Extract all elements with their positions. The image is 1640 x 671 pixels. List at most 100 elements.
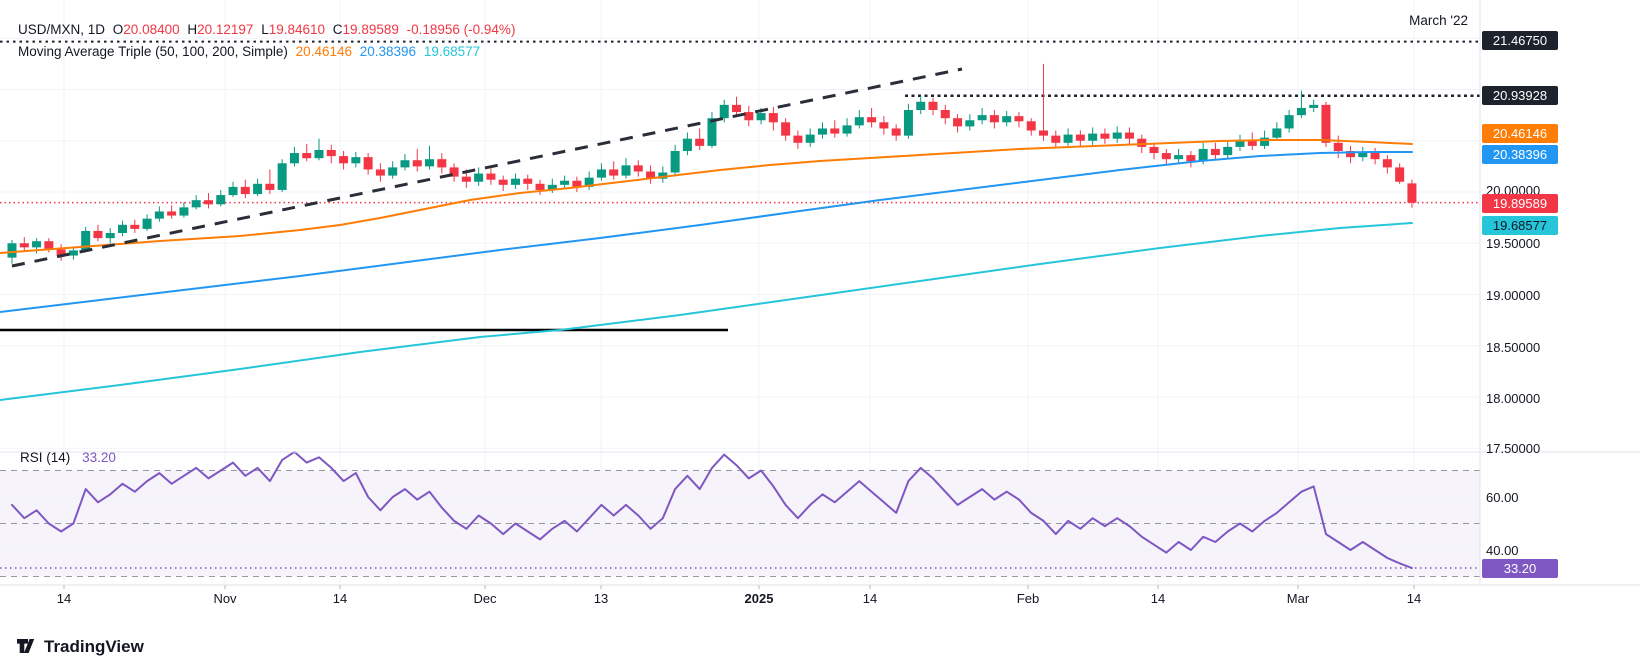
rsi-line [11, 450, 1413, 569]
candle-body [1321, 104, 1331, 143]
candle-body [461, 176, 471, 182]
candle-body [523, 178, 533, 184]
candle-body [817, 128, 827, 135]
low-label: L [261, 22, 269, 37]
candle-body [1247, 140, 1257, 146]
ma100-value: 20.38396 [359, 44, 417, 59]
time-axis-label: Dec [473, 591, 497, 606]
candle-body [621, 165, 631, 176]
candle-body [768, 113, 778, 123]
candle-body [265, 183, 275, 190]
candle-body [351, 157, 361, 164]
candlestick-chart-canvas[interactable] [0, 0, 1640, 640]
price-axis-label: 17.50000 [1486, 440, 1541, 456]
candle-body [363, 157, 373, 170]
candle-body [19, 243, 29, 248]
close-label: C [332, 22, 343, 37]
candle-body [228, 186, 238, 196]
candle-body [1370, 152, 1380, 160]
candle-body [756, 113, 766, 121]
candle-body [547, 184, 557, 190]
candle-body [81, 230, 91, 251]
tradingview-logo[interactable]: TradingView [16, 636, 144, 657]
candle-body [1210, 148, 1220, 156]
candle-body [1223, 146, 1233, 156]
time-axis-label: 13 [593, 591, 609, 606]
symbol-legend[interactable]: USD/MXN, 1D O20.08400 H20.12197 L19.8461… [18, 22, 519, 37]
candle-body [646, 171, 656, 179]
candle-body [744, 112, 754, 121]
low-value: 19.84610 [268, 22, 326, 37]
candle-body [1174, 155, 1184, 160]
candle-body [179, 207, 189, 216]
time-axis-label: 14 [1406, 591, 1422, 606]
candle-body [118, 224, 128, 233]
candle-body [633, 165, 643, 172]
candle-body [412, 160, 422, 167]
candle-body [830, 128, 840, 134]
rsi-indicator-legend[interactable]: RSI (14) 33.20 [20, 450, 116, 465]
candle-body [1161, 153, 1171, 160]
candle-body [1075, 134, 1085, 141]
candle-body [302, 153, 312, 159]
time-axis-label: 2025 [744, 591, 774, 606]
candle-body [1296, 107, 1306, 116]
price-axis-chip-cyan: 19.68577 [1482, 215, 1558, 235]
high-label: H [187, 22, 198, 37]
candle-body [388, 167, 398, 176]
candle-body [1395, 167, 1405, 182]
open-label: O [112, 22, 124, 37]
candle-body [842, 125, 852, 134]
ma200-value: 19.68577 [423, 44, 481, 59]
candle-body [535, 183, 545, 190]
time-axis-label: 14 [862, 591, 878, 606]
time-axis-label: Feb [1016, 591, 1040, 606]
price-axis-label: 60.00 [1486, 489, 1519, 505]
candle-body [253, 183, 263, 195]
candle-body [1235, 140, 1245, 147]
candle-body [425, 159, 435, 167]
candle-body [191, 200, 201, 208]
candle-body [44, 241, 54, 250]
candle-body [326, 149, 336, 157]
candle-body [154, 211, 164, 219]
candle-body [486, 173, 496, 180]
candle-body [916, 101, 926, 110]
candle-body [216, 195, 226, 205]
price-axis-chip-orange: 20.46146 [1482, 123, 1558, 143]
candle-body [695, 138, 705, 146]
sma-200-line [0, 222, 1413, 401]
ma-indicator-legend[interactable]: Moving Average Triple (50, 100, 200, Sim… [18, 44, 484, 59]
candle-body [449, 167, 459, 177]
candle-body [1026, 121, 1036, 131]
price-axis-label: 18.00000 [1486, 390, 1541, 406]
candle-body [1124, 132, 1134, 139]
candle-body [7, 243, 17, 258]
candle-body [1260, 137, 1270, 146]
high-value: 20.12197 [197, 22, 254, 37]
rsi-value: 33.20 [82, 450, 116, 465]
candle-body [1063, 134, 1073, 143]
candle-body [596, 169, 606, 178]
symbol-name: USD/MXN, 1D [18, 22, 106, 37]
price-axis-chip-dark: 20.93928 [1482, 85, 1558, 105]
candle-body [1272, 128, 1282, 138]
candle-body [1346, 151, 1356, 158]
candle-body [32, 241, 42, 248]
candle-body [572, 180, 582, 187]
candle-body [1002, 116, 1012, 123]
rsi-title: RSI [20, 450, 43, 465]
candle-body [1100, 133, 1110, 139]
time-axis-label: Mar [1286, 591, 1310, 606]
candle-body [68, 250, 78, 256]
candle-body [940, 110, 950, 119]
candle-body [719, 104, 729, 119]
price-axis-chip-blue: 20.38396 [1482, 144, 1558, 164]
candle-body [167, 211, 177, 216]
price-axis-label: 18.50000 [1486, 339, 1541, 355]
sma-100-line [0, 151, 1413, 313]
candle-body [1382, 159, 1392, 168]
ma-indicator-label: Moving Average Triple (50, 100, 200, Sim… [18, 44, 288, 59]
candle-body [1137, 138, 1147, 147]
